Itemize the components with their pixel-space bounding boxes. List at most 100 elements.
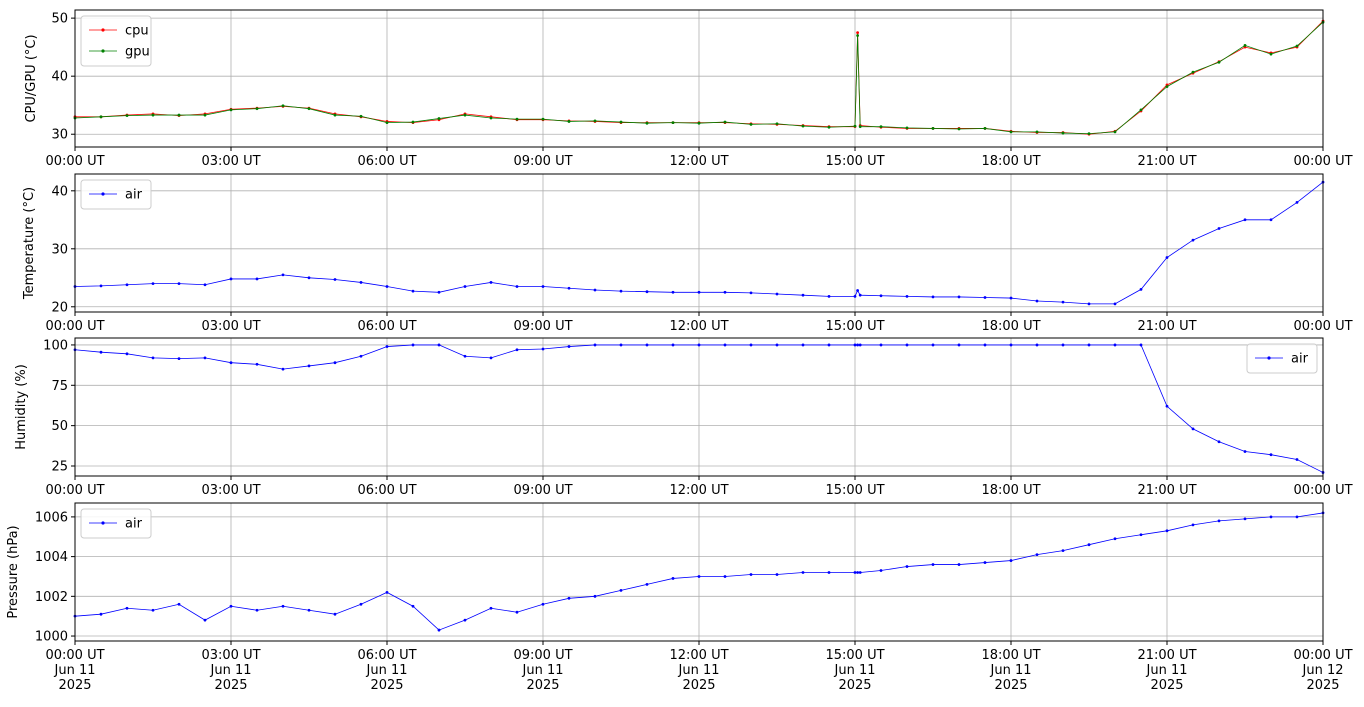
data-point: [385, 590, 389, 594]
data-point: [1165, 404, 1169, 408]
y-axis-label: Temperature (°C): [22, 187, 37, 300]
data-point: [437, 343, 441, 347]
data-point: [385, 285, 389, 288]
data-point: [801, 293, 805, 297]
x-tick-label: 03:00 UT Jun 11 2025: [201, 648, 260, 693]
data-point: [858, 343, 862, 347]
data-point: [879, 294, 883, 298]
data-point: [1191, 70, 1195, 74]
data-point: [1295, 515, 1299, 519]
data-point: [957, 563, 961, 566]
x-tick-label: 21:00 UT: [1137, 319, 1196, 334]
data-point: [593, 343, 597, 347]
data-point: [99, 115, 103, 119]
data-point: [801, 571, 805, 574]
data-point: [827, 571, 831, 574]
data-point: [775, 292, 779, 296]
data-point: [1217, 519, 1221, 523]
data-point: [1061, 131, 1065, 135]
data-point: [1009, 559, 1013, 562]
legend-label: gpu: [125, 45, 150, 60]
data-point: [749, 122, 753, 126]
data-point: [723, 575, 727, 578]
data-point: [827, 294, 831, 298]
data-point: [229, 277, 233, 281]
data-point: [463, 354, 467, 358]
data-point: [1087, 132, 1091, 136]
data-point: [749, 573, 753, 576]
data-point: [411, 289, 415, 293]
data-point: [983, 343, 987, 347]
x-tick-label: 09:00 UT: [513, 154, 572, 169]
x-tick-label: 12:00 UT: [669, 319, 728, 334]
data-point: [1009, 343, 1013, 347]
data-point: [125, 283, 129, 287]
plot-frame: [74, 502, 1324, 642]
legend-box: [80, 508, 152, 539]
x-tick-label: 15:00 UT: [825, 154, 884, 169]
data-point: [1035, 299, 1039, 303]
data-point: [1269, 218, 1273, 222]
y-tick-label: 25: [51, 459, 68, 474]
data-point: [645, 343, 649, 347]
legend: air: [80, 179, 152, 210]
x-tick-label: 00:00 UT Jun 11 2025: [45, 648, 104, 693]
data-point: [229, 604, 233, 608]
data-point: [255, 107, 259, 111]
data-point: [697, 121, 701, 125]
data-point: [489, 116, 493, 120]
data-point: [1035, 553, 1039, 557]
data-point: [1217, 60, 1221, 64]
data-point: [1243, 517, 1247, 521]
data-point: [411, 120, 415, 124]
data-point: [541, 347, 545, 351]
data-point: [1243, 44, 1247, 47]
data-point: [1113, 130, 1117, 134]
y-tick-label: 1002: [35, 590, 68, 605]
data-point: [853, 294, 857, 298]
data-point: [411, 604, 415, 608]
data-point: [359, 602, 363, 606]
data-point: [1087, 543, 1091, 547]
y-tick-label: 50: [51, 12, 68, 27]
data-point: [307, 364, 311, 368]
data-point: [1139, 343, 1143, 347]
x-tick-label: 06:00 UT: [357, 483, 416, 498]
data-point: [1217, 227, 1221, 230]
y-tick-label: 100: [43, 338, 68, 353]
data-point: [957, 343, 961, 347]
data-point: [775, 122, 779, 126]
data-point: [333, 612, 337, 616]
y-tick-label: 50: [51, 419, 68, 434]
data-point: [775, 343, 779, 347]
data-point: [1217, 440, 1221, 444]
data-point: [775, 573, 779, 576]
y-tick-label: 30: [51, 242, 68, 257]
data-point: [879, 343, 883, 347]
data-point: [1269, 453, 1273, 457]
x-tick-label: 06:00 UT: [357, 154, 416, 169]
data-point: [905, 294, 909, 298]
data-point: [385, 345, 389, 348]
data-point: [333, 278, 337, 281]
data-point: [177, 602, 181, 606]
data-point: [177, 113, 181, 117]
data-point: [1165, 256, 1169, 259]
data-point: [749, 343, 753, 347]
data-point: [151, 356, 155, 360]
x-tick-label: 15:00 UT: [825, 483, 884, 498]
x-tick-label: 12:00 UT Jun 11 2025: [669, 648, 728, 693]
subplot: 20 30 40 00:00 UT 03:00 UT 06:00 UT 09:00 UT 12…: [22, 173, 1353, 334]
data-point: [281, 273, 285, 277]
data-point: [463, 113, 467, 117]
data-point: [1009, 296, 1013, 300]
data-point: [723, 343, 727, 347]
data-point: [1009, 130, 1013, 134]
data-point: [619, 588, 623, 592]
data-point: [858, 571, 862, 574]
data-point: [931, 295, 935, 299]
legend-marker: [1267, 356, 1271, 360]
y-tick-label: 1004: [35, 550, 68, 565]
data-point: [1035, 343, 1039, 347]
x-tick-label: 03:00 UT: [201, 154, 260, 169]
